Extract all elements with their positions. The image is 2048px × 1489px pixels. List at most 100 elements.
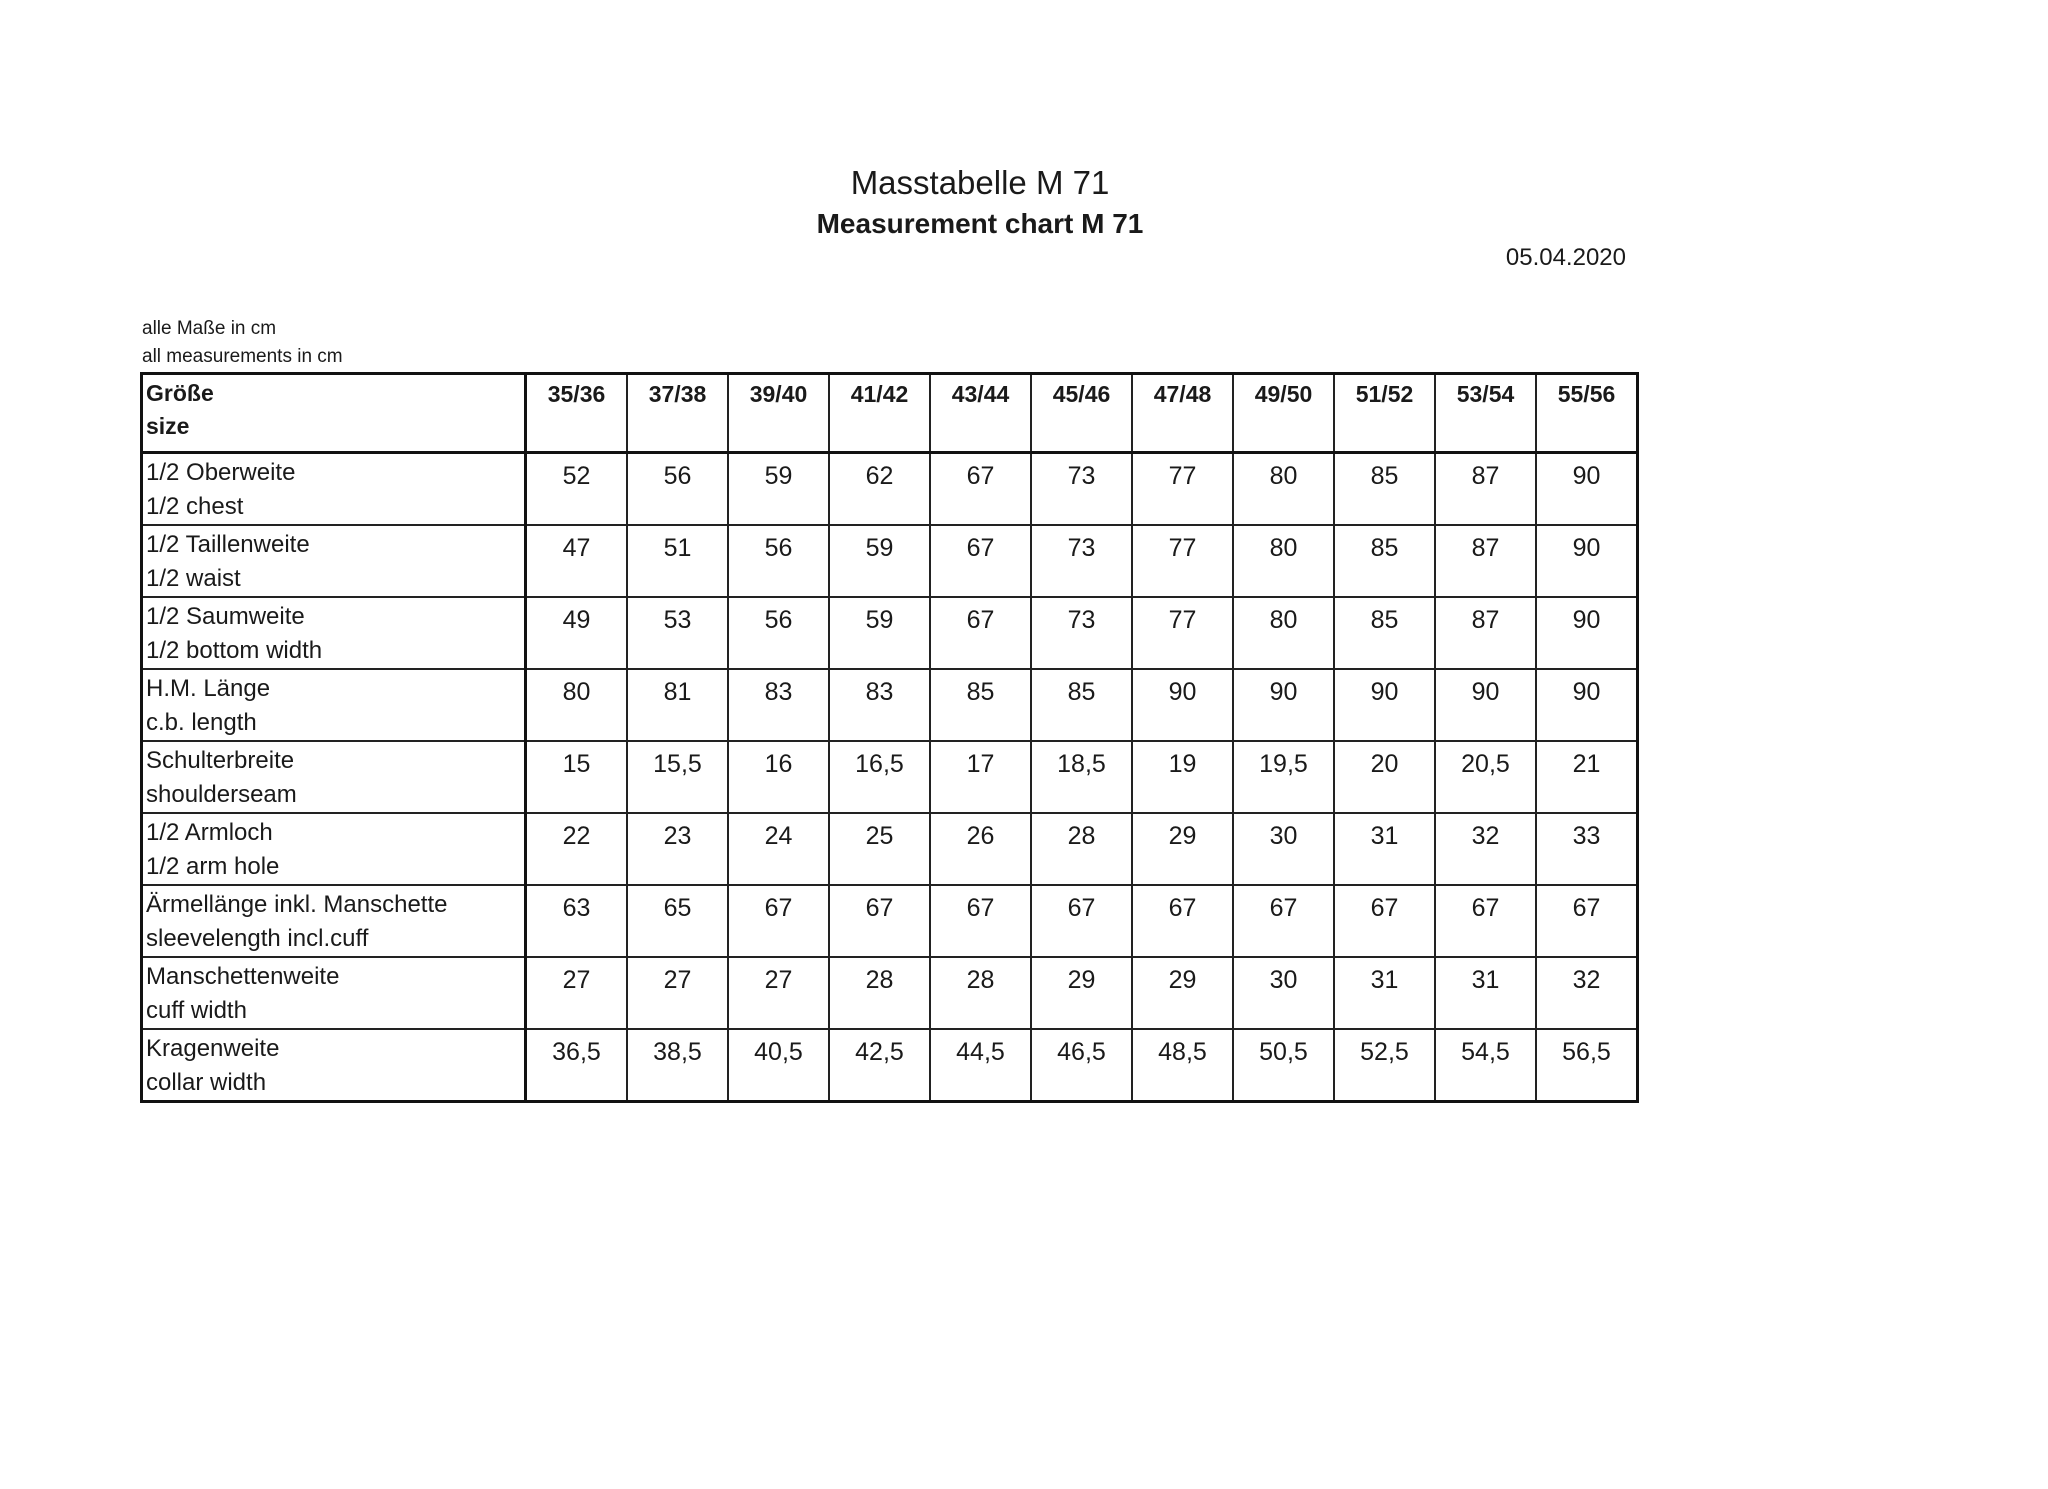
value-cell: 52,5 bbox=[1333, 1028, 1436, 1103]
value-cell: 90 bbox=[1535, 451, 1639, 526]
value-cell: 20,5 bbox=[1434, 740, 1537, 814]
measurement-table: Größe size 35/36 37/38 39/40 41/42 43/44 45/4… bbox=[140, 372, 1639, 1103]
value-cell: 87 bbox=[1434, 596, 1537, 670]
value-cell: 80 bbox=[524, 668, 628, 742]
value-cell: 67 bbox=[929, 451, 1032, 526]
size-column-header: 43/44 bbox=[929, 372, 1032, 454]
value-cell: 77 bbox=[1131, 451, 1234, 526]
value-cell: 90 bbox=[1535, 668, 1639, 742]
table-row: Manschettenweite cuff width 27 27 27 28 28 29 29… bbox=[140, 956, 1639, 1030]
value-cell: 19 bbox=[1131, 740, 1234, 814]
value-cell: 67 bbox=[1535, 884, 1639, 958]
value-cell: 52 bbox=[524, 451, 628, 526]
size-header: Größe size bbox=[140, 372, 527, 454]
size-label-en: size bbox=[146, 413, 190, 439]
value-cell: 67 bbox=[828, 884, 931, 958]
value-cell: 31 bbox=[1434, 956, 1537, 1030]
size-column-header: 45/46 bbox=[1030, 372, 1133, 454]
value-cell: 56 bbox=[727, 596, 830, 670]
row-label: 1/2 Armloch 1/2 arm hole bbox=[140, 812, 527, 886]
value-cell: 80 bbox=[1232, 596, 1335, 670]
value-cell: 28 bbox=[929, 956, 1032, 1030]
value-cell: 85 bbox=[1030, 668, 1133, 742]
value-cell: 15 bbox=[524, 740, 628, 814]
value-cell: 59 bbox=[828, 596, 931, 670]
document-date: 05.04.2020 bbox=[1505, 244, 1626, 271]
value-cell: 50,5 bbox=[1232, 1028, 1335, 1103]
size-column-header: 55/56 bbox=[1535, 372, 1639, 454]
value-cell: 90 bbox=[1232, 668, 1335, 742]
value-cell: 29 bbox=[1131, 812, 1234, 886]
value-cell: 63 bbox=[524, 884, 628, 958]
value-cell: 15,5 bbox=[626, 740, 729, 814]
row-label: 1/2 Oberweite 1/2 chest bbox=[140, 451, 527, 526]
value-cell: 33 bbox=[1535, 812, 1639, 886]
value-cell: 73 bbox=[1030, 451, 1133, 526]
value-cell: 40,5 bbox=[727, 1028, 830, 1103]
value-cell: 77 bbox=[1131, 524, 1234, 598]
value-cell: 81 bbox=[626, 668, 729, 742]
value-cell: 90 bbox=[1434, 668, 1537, 742]
value-cell: 85 bbox=[1333, 524, 1436, 598]
units-note-en: all measurements in cm bbox=[142, 346, 343, 367]
row-label: H.M. Länge c.b. length bbox=[140, 668, 527, 742]
value-cell: 36,5 bbox=[524, 1028, 628, 1103]
value-cell: 83 bbox=[828, 668, 931, 742]
value-cell: 22 bbox=[524, 812, 628, 886]
value-cell: 90 bbox=[1535, 524, 1639, 598]
row-label-en: 1/2 bottom width bbox=[146, 637, 323, 664]
value-cell: 16,5 bbox=[828, 740, 931, 814]
value-cell: 67 bbox=[1333, 884, 1436, 958]
value-cell: 56 bbox=[727, 524, 830, 598]
value-cell: 23 bbox=[626, 812, 729, 886]
value-cell: 17 bbox=[929, 740, 1032, 814]
row-label-de: 1/2 Saumweite bbox=[146, 603, 305, 630]
header-row: Größe size 35/36 37/38 39/40 41/42 43/44 45/4… bbox=[140, 372, 1639, 454]
row-label-de: Manschettenweite bbox=[146, 963, 340, 990]
value-cell: 77 bbox=[1131, 596, 1234, 670]
table-row: 1/2 Taillenweite 1/2 waist 47 51 56 59 67 73 77 8… bbox=[140, 524, 1639, 598]
row-label-de: H.M. Länge bbox=[146, 675, 271, 702]
row-label-de: Schulterbreite bbox=[146, 747, 295, 774]
row-label-en: shoulderseam bbox=[146, 781, 297, 808]
table-row: H.M. Länge c.b. length 80 81 83 83 85 85 90 90 90 9… bbox=[140, 668, 1639, 742]
value-cell: 85 bbox=[929, 668, 1032, 742]
size-label-de: Größe bbox=[146, 380, 214, 406]
row-label: Manschettenweite cuff width bbox=[140, 956, 527, 1030]
value-cell: 62 bbox=[828, 451, 931, 526]
row-label-de: 1/2 Armloch bbox=[146, 819, 273, 846]
value-cell: 90 bbox=[1535, 596, 1639, 670]
row-label: 1/2 Taillenweite 1/2 waist bbox=[140, 524, 527, 598]
size-column-header: 51/52 bbox=[1333, 372, 1436, 454]
value-cell: 19,5 bbox=[1232, 740, 1335, 814]
value-cell: 59 bbox=[828, 524, 931, 598]
value-cell: 25 bbox=[828, 812, 931, 886]
row-label: Kragenweite collar width bbox=[140, 1028, 527, 1103]
value-cell: 44,5 bbox=[929, 1028, 1032, 1103]
row-label-en: 1/2 chest bbox=[146, 493, 244, 520]
row-label-en: sleevelength incl.cuff bbox=[146, 925, 369, 952]
value-cell: 90 bbox=[1333, 668, 1436, 742]
size-column-header: 47/48 bbox=[1131, 372, 1234, 454]
value-cell: 29 bbox=[1131, 956, 1234, 1030]
value-cell: 30 bbox=[1232, 956, 1335, 1030]
row-label: 1/2 Saumweite 1/2 bottom width bbox=[140, 596, 527, 670]
value-cell: 32 bbox=[1535, 956, 1639, 1030]
value-cell: 48,5 bbox=[1131, 1028, 1234, 1103]
value-cell: 73 bbox=[1030, 596, 1133, 670]
page-subtitle: Measurement chart M 71 bbox=[816, 208, 1144, 239]
value-cell: 80 bbox=[1232, 451, 1335, 526]
value-cell: 73 bbox=[1030, 524, 1133, 598]
table-row: 1/2 Armloch 1/2 arm hole 22 23 24 25 26 28 29 30 3… bbox=[140, 812, 1639, 886]
table-row: Ärmellänge inkl. Manschette sleevelength … bbox=[140, 884, 1639, 958]
value-cell: 56 bbox=[626, 451, 729, 526]
value-cell: 27 bbox=[727, 956, 830, 1030]
value-cell: 38,5 bbox=[626, 1028, 729, 1103]
size-column-header: 35/36 bbox=[524, 372, 628, 454]
value-cell: 87 bbox=[1434, 451, 1537, 526]
value-cell: 56,5 bbox=[1535, 1028, 1639, 1103]
row-label-en: c.b. length bbox=[146, 709, 257, 736]
value-cell: 85 bbox=[1333, 451, 1436, 526]
row-label-en: 1/2 arm hole bbox=[146, 853, 280, 880]
row-label-de: 1/2 Taillenweite bbox=[146, 531, 310, 558]
